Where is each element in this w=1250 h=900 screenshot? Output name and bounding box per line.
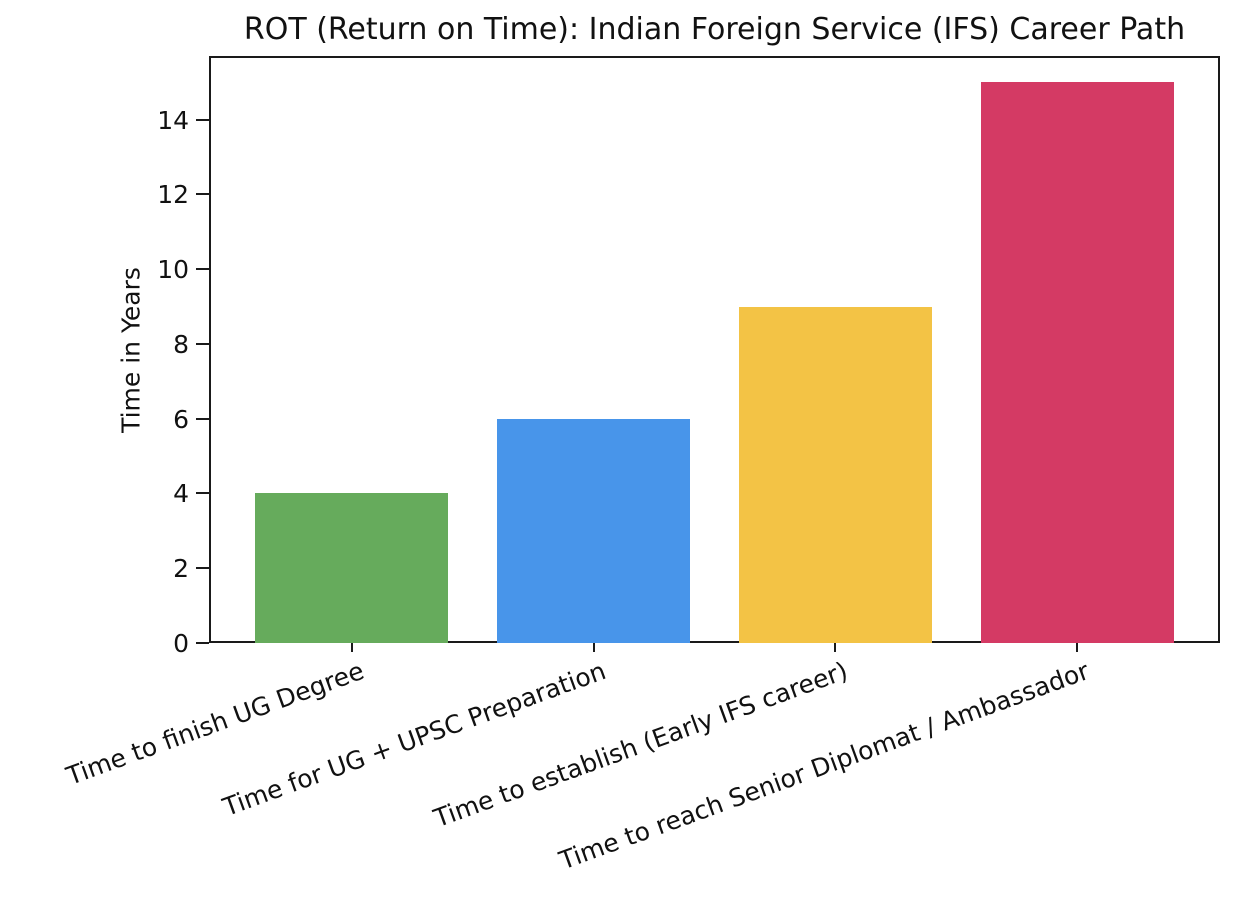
y-tick-label: 14 [157, 105, 189, 135]
y-tick-label: 6 [173, 404, 189, 434]
y-tick-label: 10 [157, 255, 189, 285]
x-tick-mark [1076, 643, 1079, 652]
y-tick-label: 0 [173, 629, 189, 658]
bar-4 [980, 82, 1175, 643]
chart-title: ROT (Return on Time): Indian Foreign Ser… [243, 12, 1186, 47]
y-tick-mark [196, 268, 209, 271]
x-tick-mark [592, 643, 595, 652]
y-tick-mark [196, 567, 209, 570]
y-tick-label: 2 [173, 554, 189, 584]
x-tick-label: Time for UG + UPSC Preparation [218, 656, 610, 822]
x-tick-label: Time to establish (Early IFS career) [429, 656, 852, 834]
y-tick-mark [196, 193, 209, 196]
y-tick-mark [196, 642, 209, 644]
y-tick-label: 8 [173, 329, 189, 359]
y-tick-mark [196, 417, 209, 420]
y-tick-mark [196, 342, 209, 345]
y-tick-label: 4 [173, 479, 189, 509]
x-tick-mark [350, 643, 353, 652]
bar-3 [738, 306, 933, 643]
bar-2 [496, 418, 691, 643]
y-tick-mark [196, 118, 209, 121]
x-tick-mark [834, 643, 837, 652]
y-tick-mark [196, 492, 209, 495]
y-tick-label: 12 [157, 180, 189, 210]
bar-1 [254, 493, 449, 643]
